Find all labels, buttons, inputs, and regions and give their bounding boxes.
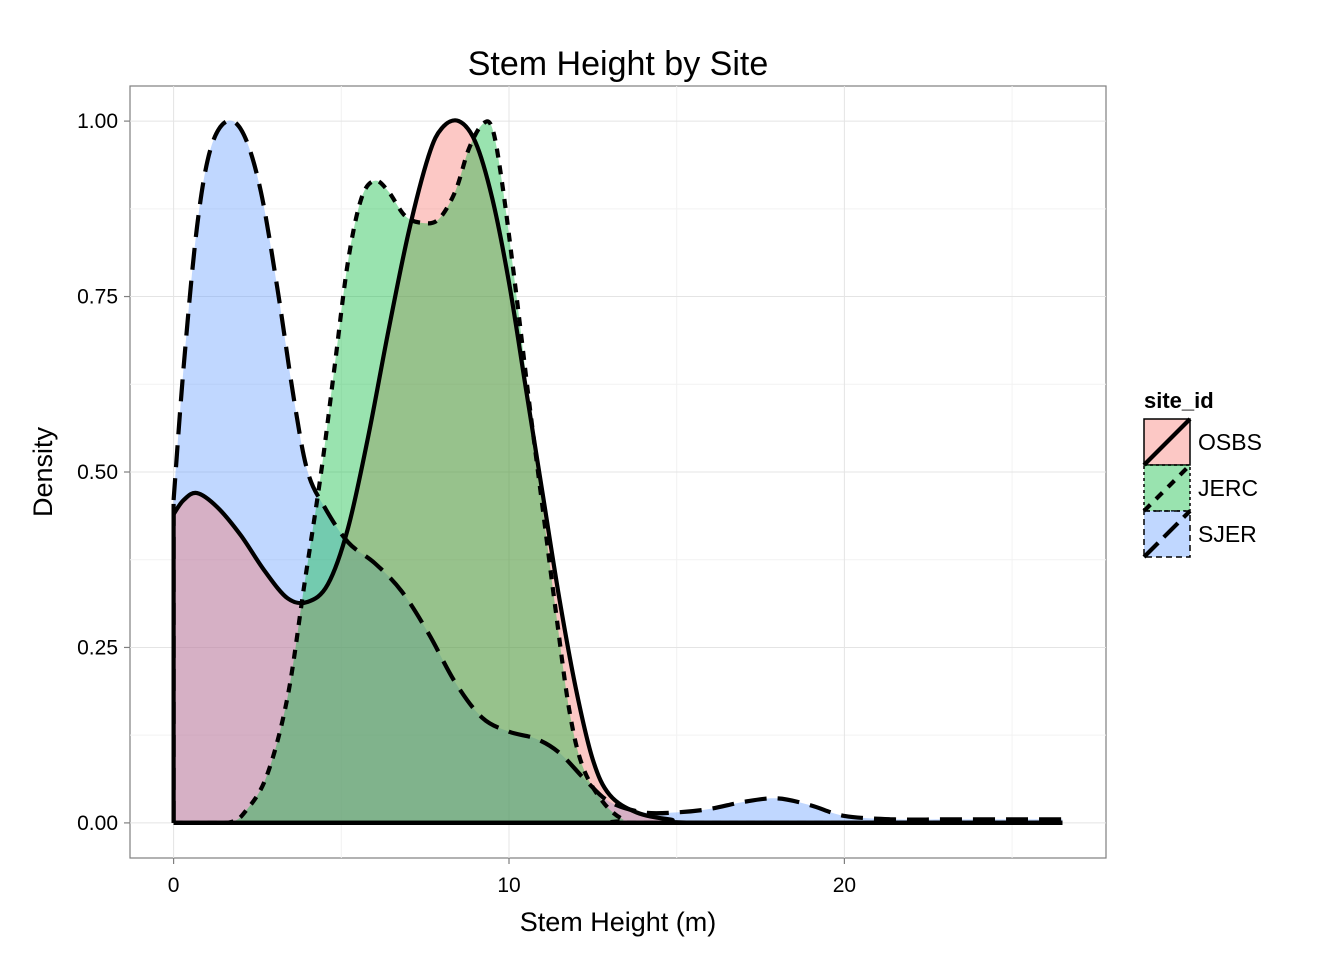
- y-tick-label: 0.75: [77, 286, 118, 309]
- x-axis-ticks: 0 10 20: [168, 858, 856, 897]
- legend-entry-jerc: JERC: [1142, 463, 1258, 513]
- legend-key-line: [1142, 509, 1192, 559]
- y-tick-label: 0.00: [77, 812, 118, 835]
- legend-title: site_id: [1144, 388, 1214, 413]
- x-axis-title: Stem Height (m): [520, 907, 717, 937]
- y-tick-label: 0.25: [77, 636, 118, 659]
- legend-label: OSBS: [1198, 429, 1262, 455]
- density-lines: [171, 118, 1063, 826]
- legend-label: SJER: [1198, 521, 1257, 547]
- legend-entry-sjer: SJER: [1142, 509, 1257, 559]
- legend-label: JERC: [1198, 475, 1258, 501]
- density-line-jerc: [173, 119, 1063, 826]
- legend-entry-osbs: OSBS: [1142, 417, 1262, 467]
- chart-title: Stem Height by Site: [468, 45, 768, 83]
- x-tick-label: 20: [833, 874, 856, 897]
- y-axis-ticks: 0.00 0.25 0.50 0.75 1.00: [77, 110, 130, 835]
- legend-key-line: [1142, 417, 1192, 467]
- y-axis-title: Density: [28, 426, 58, 517]
- density-line-sjer: [171, 118, 1063, 822]
- x-tick-label: 0: [168, 874, 180, 897]
- y-tick-label: 0.50: [77, 461, 118, 484]
- y-tick-label: 1.00: [77, 110, 118, 133]
- density-line-osbs: [171, 118, 1063, 826]
- x-tick-label: 10: [497, 874, 520, 897]
- legend: site_id OSBS JERC SJER: [1142, 388, 1262, 559]
- grid-lines: [130, 86, 1106, 858]
- legend-key-line: [1142, 463, 1192, 513]
- density-area-sjer: [173, 120, 1063, 823]
